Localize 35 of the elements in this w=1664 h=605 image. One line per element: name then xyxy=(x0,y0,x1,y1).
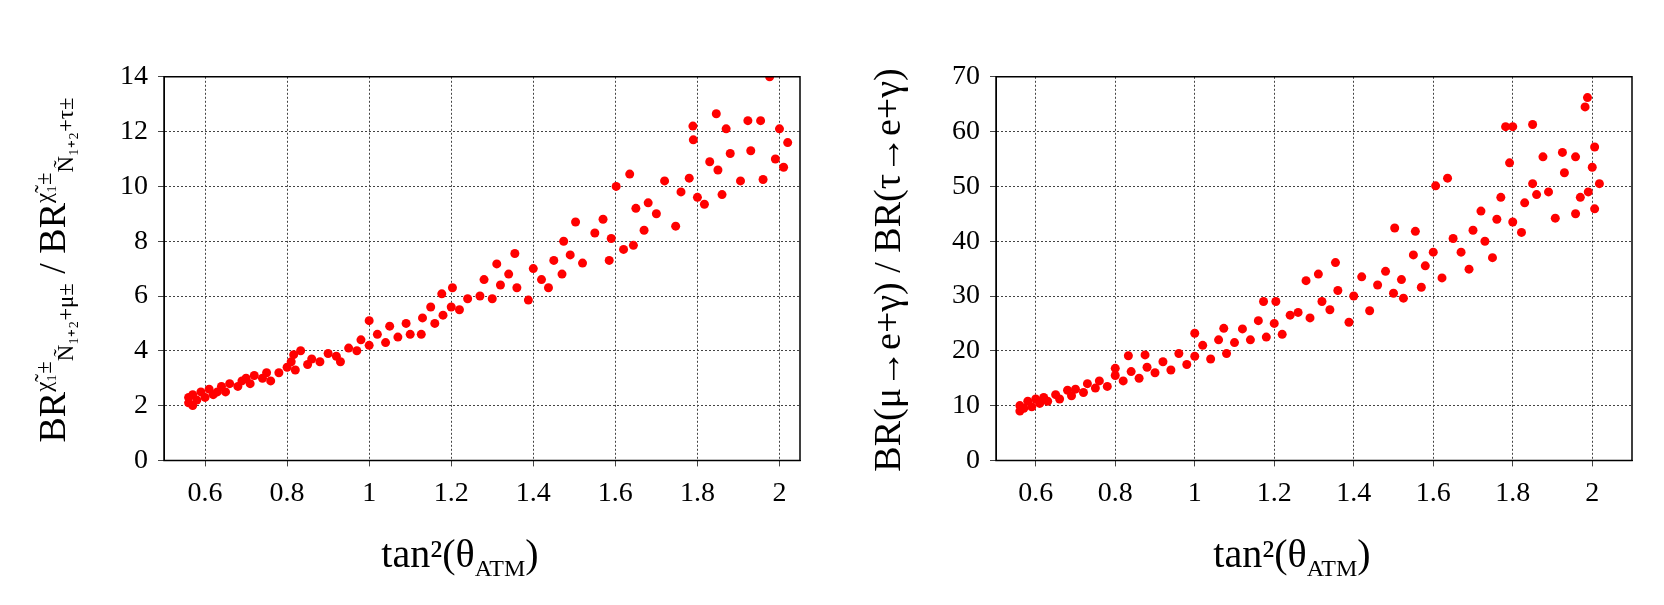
x-tick-label: 1.4 xyxy=(515,475,551,507)
x-tick-label: 1.8 xyxy=(679,475,715,507)
x-tick-label: 1.8 xyxy=(1495,475,1531,507)
x-tick-label: 1.2 xyxy=(1256,475,1292,507)
y-tick-label: 20 xyxy=(952,333,980,365)
y-tick-label: 70 xyxy=(952,59,980,91)
y-tick-label: 6 xyxy=(134,278,148,310)
x-tick-label: 1.2 xyxy=(433,475,469,507)
x-tick-label: 1.4 xyxy=(1336,475,1372,507)
y-tick-label: 2 xyxy=(134,387,148,419)
y-tick-label: 10 xyxy=(120,168,148,200)
x-axis-title: tan²(θ$_{ATM}$) xyxy=(380,530,540,582)
y-tick-label: 8 xyxy=(134,223,148,255)
x-tick-label: 1 xyxy=(362,475,377,507)
y-tick-label: 0 xyxy=(134,442,148,474)
x-tick-label: 1.6 xyxy=(1415,475,1451,507)
y-tick-label: 12 xyxy=(120,113,148,145)
y-tick-label: 60 xyxy=(952,113,980,145)
x-axis-title: tan²(θ$_{ATM}$) xyxy=(1212,530,1372,582)
x-tick-label: 1 xyxy=(1187,475,1202,507)
y-tick-label: 30 xyxy=(952,278,980,310)
x-tick-label: 0.8 xyxy=(1097,475,1133,507)
x-tick-label: 2 xyxy=(772,475,787,507)
x-tick-label: 0.6 xyxy=(1018,475,1054,507)
y-tick-label: 10 xyxy=(952,387,980,419)
x-tick-label: 1.6 xyxy=(597,475,633,507)
x-tick-label: 2 xyxy=(1585,475,1600,507)
y-axis-title: BR(μ→e+γ) / BR(τ→e+γ) xyxy=(865,68,909,472)
y-tick-label: 14 xyxy=(120,59,148,91)
y-tick-label: 50 xyxy=(952,168,980,200)
y-tick-label: 40 xyxy=(952,223,980,255)
x-tick-label: 0.8 xyxy=(269,475,305,507)
y-tick-label: 4 xyxy=(134,333,148,365)
x-tick-label: 0.6 xyxy=(187,475,223,507)
y-tick-label: 0 xyxy=(966,442,980,474)
